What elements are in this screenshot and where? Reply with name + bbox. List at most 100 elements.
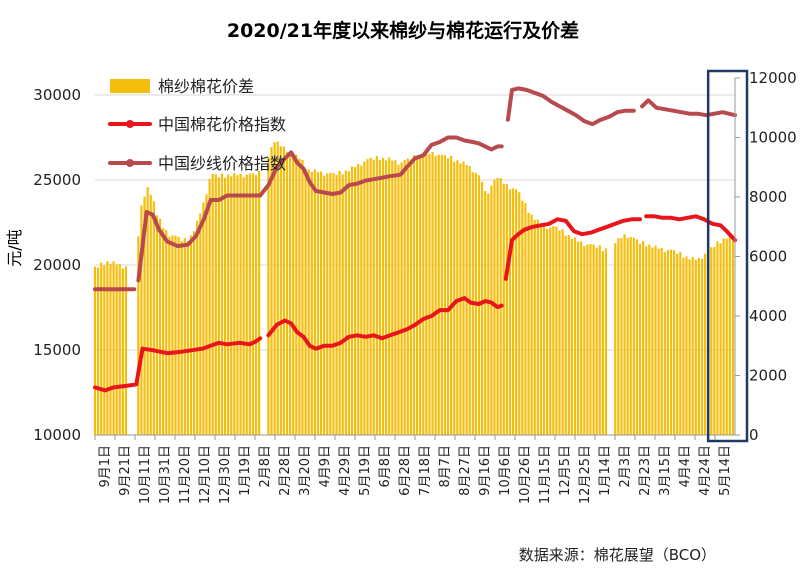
- spread-bar: [316, 172, 320, 435]
- spread-bar: [375, 155, 378, 435]
- x-tick-5: 12月10日: [198, 445, 213, 504]
- spread-bar: [307, 169, 310, 435]
- spread-bar: [651, 247, 654, 435]
- x-tick-9: 2月28日: [278, 445, 293, 496]
- spread-bar: [589, 244, 592, 435]
- spread-bar: [357, 163, 360, 435]
- spread-bar: [546, 228, 549, 435]
- x-tick-7: 1月19日: [238, 445, 253, 496]
- spread-bar: [697, 257, 700, 435]
- spread-bar: [614, 243, 617, 435]
- spread-bar: [282, 146, 286, 435]
- spread-bar: [254, 175, 258, 435]
- chart-title: 2020/21年度以来棉纱与棉花运行及价差: [227, 19, 579, 42]
- spread-bar: [143, 196, 146, 435]
- x-tick-23: 12月5日: [558, 445, 573, 496]
- spread-bar: [552, 226, 555, 435]
- spread-bar: [140, 205, 143, 435]
- legend-swatch-spread: [110, 79, 150, 93]
- spread-bar: [400, 162, 403, 436]
- spread-bar: [728, 235, 731, 435]
- spread-bar: [406, 158, 409, 435]
- spread-bar: [403, 159, 406, 435]
- spread-bar: [211, 173, 214, 435]
- y2-tick-0: 0: [749, 426, 759, 444]
- spread-bar: [524, 203, 527, 435]
- spread-bar: [217, 177, 220, 435]
- spread-bar: [428, 153, 431, 435]
- spread-bar: [149, 194, 152, 435]
- spread-bar: [583, 246, 586, 435]
- spread-bar: [350, 166, 354, 435]
- spread-bar: [205, 194, 208, 435]
- spread-bar: [109, 263, 112, 435]
- spread-bar: [527, 212, 530, 435]
- x-ticks: 9月1日 9月21日 10月11日 10月31日 11月20日 12月10日 12月30日 1…: [94, 435, 733, 504]
- spread-bar: [446, 158, 450, 435]
- spread-bar: [422, 156, 425, 435]
- spread-bar: [319, 171, 323, 436]
- x-tick-4: 11月20日: [178, 445, 193, 504]
- spread-bar: [251, 173, 255, 435]
- spread-bar: [567, 234, 570, 435]
- spread-bar: [415, 158, 419, 435]
- spread-bar: [310, 172, 313, 435]
- spread-bar: [270, 147, 273, 435]
- x-tick-14: 6月8日: [378, 445, 393, 488]
- spread-bar: [682, 257, 685, 435]
- spread-bar: [722, 238, 725, 435]
- spread-bar: [199, 213, 202, 435]
- yarn-index-line-segment-2: [505, 86, 636, 127]
- spread-bar: [533, 219, 536, 435]
- spread-bar: [279, 146, 282, 435]
- x-tick-19: 9月16日: [478, 445, 493, 496]
- spread-bar: [93, 266, 97, 435]
- spread-bar: [580, 241, 583, 435]
- spread-bar: [248, 173, 251, 436]
- spread-bar: [158, 218, 162, 435]
- spread-bar: [719, 243, 722, 435]
- spread-bar: [530, 214, 533, 435]
- spread-bar: [292, 153, 295, 435]
- spread-bar: [152, 201, 155, 435]
- spread-bar: [592, 244, 595, 435]
- spread-bar: [384, 160, 388, 435]
- spread-bar: [171, 235, 174, 435]
- spread-bar: [146, 187, 149, 435]
- x-tick-0: 9月1日: [98, 445, 113, 488]
- spread-bar: [713, 247, 716, 435]
- y-tick-3: 25000: [33, 171, 81, 189]
- x-tick-17: 8月7日: [438, 445, 453, 488]
- spread-bar: [372, 159, 375, 435]
- cotton-index-line-segment-0: [93, 336, 263, 393]
- left-y-ticks: 10000 15000 20000 25000 30000: [33, 86, 81, 444]
- spread-bar: [521, 200, 524, 435]
- spread-bar: [716, 241, 719, 435]
- spread-bar: [381, 157, 385, 435]
- y2-tick-2: 4000: [749, 307, 787, 325]
- spread-bar: [555, 226, 558, 435]
- spread-bar: [484, 191, 487, 435]
- spread-bar: [214, 174, 217, 435]
- x-tick-25: 1月14日: [598, 445, 613, 496]
- spread-bar: [121, 268, 124, 435]
- spread-bar: [354, 167, 357, 436]
- right-y-ticks: 0 2000 4000 6000 8000 10000 12000: [735, 69, 797, 444]
- spread-bar: [604, 248, 608, 435]
- spread-bar: [196, 220, 199, 435]
- y-axis-label: 元/吨: [5, 229, 24, 266]
- x-tick-10: 3月20日: [298, 445, 313, 496]
- spread-bar: [676, 253, 679, 435]
- cotton-index-line-segment-3: [644, 214, 737, 243]
- spread-bar: [539, 223, 543, 435]
- spread-bar: [645, 246, 648, 435]
- spread-bar: [242, 177, 245, 435]
- x-tick-11: 4月9日: [318, 445, 333, 488]
- spread-bar: [440, 154, 443, 435]
- spread-bar: [576, 241, 580, 435]
- spread-bar: [112, 261, 115, 435]
- spread-bar: [617, 238, 620, 435]
- legend-marker-1: [126, 120, 134, 128]
- spread-bar: [165, 229, 168, 435]
